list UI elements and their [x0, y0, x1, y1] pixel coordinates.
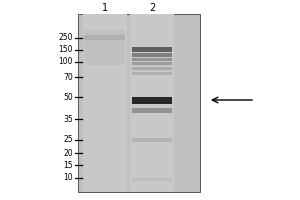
Text: 250: 250	[58, 33, 73, 43]
Bar	[130, 14, 174, 192]
Bar	[131, 138, 172, 142]
Text: 1: 1	[102, 3, 108, 13]
Text: 10: 10	[63, 174, 73, 182]
Text: 70: 70	[63, 72, 73, 82]
Bar	[131, 62, 172, 65]
Text: 15: 15	[63, 160, 73, 169]
Bar	[131, 108, 172, 113]
Bar	[131, 58, 172, 61]
Text: 100: 100	[58, 58, 73, 66]
Bar	[131, 178, 172, 181]
Text: 2: 2	[149, 3, 155, 13]
Text: 25: 25	[63, 136, 73, 144]
Bar	[131, 97, 172, 104]
Text: 50: 50	[63, 92, 73, 102]
Bar	[131, 67, 172, 70]
Text: 150: 150	[58, 46, 73, 54]
Bar	[131, 72, 172, 75]
Bar	[83, 14, 127, 192]
Bar	[78, 14, 200, 192]
Bar	[85, 30, 125, 65]
Text: 20: 20	[63, 148, 73, 158]
Bar	[131, 47, 172, 52]
Bar	[131, 53, 172, 57]
Text: 35: 35	[63, 114, 73, 123]
Bar	[85, 35, 125, 40]
